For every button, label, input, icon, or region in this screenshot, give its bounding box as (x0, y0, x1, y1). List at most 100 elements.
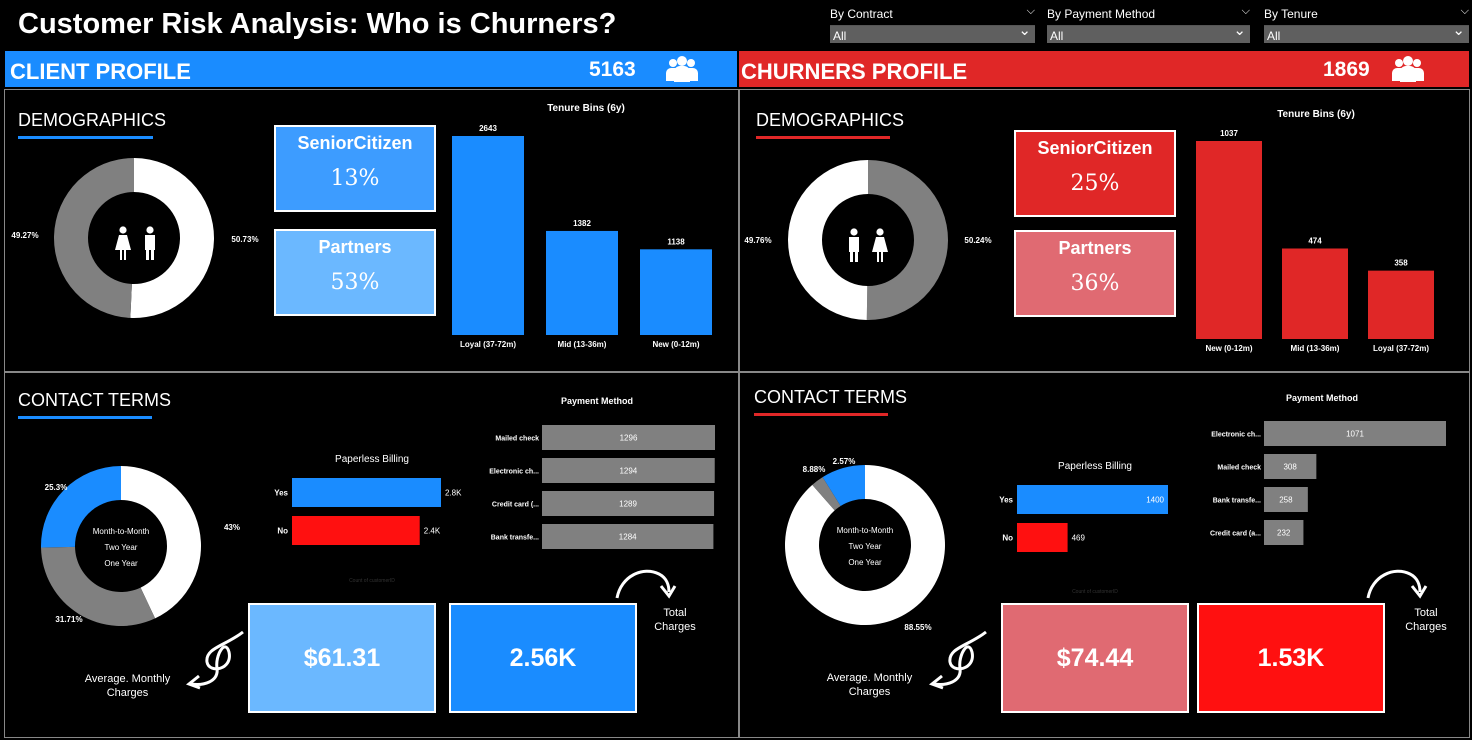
section-underline (18, 416, 152, 419)
avg-monthly-note: Average. Monthly Charges (84, 673, 171, 699)
client-gender-donut: 50.73% 49.27% (11, 158, 259, 318)
slicer-divider (1047, 25, 1250, 26)
data-label: 1071 (1346, 430, 1364, 439)
client-avg-monthly-card: $61.31 (248, 603, 436, 713)
section-underline (18, 136, 153, 139)
tenure-bar (1368, 270, 1434, 339)
male-icon (145, 235, 155, 260)
data-label: No (1002, 534, 1013, 543)
curved-arrow-icon (615, 569, 677, 599)
contract-legend: Month-to-Month (837, 526, 893, 535)
data-label: Electronic ch... (1211, 432, 1261, 439)
payment-bar (1264, 421, 1446, 446)
female-icon (115, 235, 131, 260)
tenure-bar (1282, 248, 1348, 339)
data-label: Loyal (37-72m) (1373, 344, 1429, 353)
tenure-bar (1196, 141, 1262, 339)
data-label: 1284 (619, 533, 637, 542)
senior-label: SeniorCitizen (1037, 138, 1153, 158)
churners-contact-title: CONTACT TERMS (754, 387, 908, 407)
data-label: 1138 (667, 237, 685, 246)
donut-slice (812, 477, 841, 511)
data-label: 31.71% (55, 615, 82, 624)
total-charges-value: 1.53K (1257, 643, 1325, 672)
client-total-charges-card: 2.56K (449, 603, 637, 713)
payment-slicer-value: All (1050, 29, 1064, 43)
churners-senior-card: SeniorCitizen 25% (1014, 130, 1176, 217)
tenure-slicer-dropdown[interactable]: All ⌄ (1264, 22, 1469, 43)
paperless-bar (1017, 523, 1068, 552)
donut-slice (130, 158, 214, 318)
donut-slice (866, 160, 949, 320)
contract-legend: Two Year (105, 543, 138, 552)
payment-slicer-dropdown[interactable]: All ⌄ (1047, 22, 1250, 43)
data-label: New (0-12m) (1205, 344, 1252, 353)
data-label: 1400 (1146, 496, 1164, 505)
contract-legend: One Year (848, 558, 882, 567)
payment-bar (542, 458, 715, 483)
contract-legend: Month-to-Month (93, 527, 149, 536)
avg-monthly-note: Average. Monthly Charges (826, 672, 913, 698)
chevron-down-icon: ⌄ (1233, 22, 1246, 39)
churners-count: 1869 (1323, 58, 1370, 81)
churners-contact-panel (739, 372, 1470, 738)
paperless-bar (292, 516, 420, 545)
contract-slicer[interactable]: By Contract ⌵ All ⌄ (830, 5, 1035, 43)
churners-total-charges-card: 1.53K (1197, 603, 1385, 713)
data-label: 50.73% (231, 235, 258, 244)
tenure-slicer[interactable]: By Tenure ⌵ All ⌄ (1264, 5, 1469, 43)
data-label: 1296 (620, 434, 638, 443)
payment-slicer[interactable]: By Payment Method ⌵ All ⌄ (1047, 5, 1250, 43)
data-label: 50.24% (964, 236, 991, 245)
paperless-bar (1017, 485, 1168, 514)
chevron-down-icon: ⌄ (1018, 22, 1031, 39)
payment-bar (542, 425, 715, 450)
churners-tenure-chart: Tenure Bins (6y) 1037 New (0-12m) 474 Mid (1… (1196, 109, 1434, 353)
donut-slice (788, 160, 868, 320)
client-demographics-panel (4, 89, 739, 372)
data-label: 1037 (1220, 129, 1238, 138)
total-charges-value: 2.56K (509, 643, 577, 672)
avg-monthly-value: $61.31 (303, 643, 381, 672)
client-contact-title: CONTACT TERMS (18, 390, 172, 410)
churners-partners-card: Partners 36% (1014, 230, 1176, 317)
curved-arrow-icon (1366, 569, 1428, 599)
data-label: Bank transfe... (1213, 498, 1261, 505)
slicer-divider (830, 25, 1035, 26)
donut-slice (53, 158, 134, 318)
data-label: 2.4K (424, 527, 441, 536)
contract-legend: One Year (104, 559, 138, 568)
client-contact-panel (4, 372, 739, 738)
client-paperless-chart: Paperless Billing Yes 2.8K No 2.4K Count of c… (274, 454, 462, 584)
data-label: 25.3% (45, 483, 68, 492)
people-icon (666, 56, 698, 82)
data-label: Credit card (a... (1210, 531, 1261, 538)
chevron-down-icon: ⌵ (1241, 5, 1250, 17)
senior-value: 25% (1070, 171, 1120, 196)
person-icon (876, 228, 884, 236)
contract-slicer-dropdown[interactable]: All ⌄ (830, 22, 1035, 43)
person-icon (146, 226, 154, 234)
female-icon (872, 237, 888, 262)
total-charges-note: Total Charges (654, 607, 696, 633)
data-label: 88.55% (904, 623, 931, 632)
tenure-bar (452, 136, 524, 335)
person-icon (119, 226, 127, 234)
payment-bar (1264, 454, 1317, 479)
slicer-divider (1264, 25, 1469, 26)
data-label: 49.27% (11, 231, 38, 240)
data-label: Mailed check (1217, 465, 1261, 472)
data-label: 358 (1394, 259, 1408, 268)
client-contract-donut: Month-to-Month Two Year One Year 43% 31.71% 2… (41, 466, 240, 626)
client-tenure-chart: Tenure Bins (6y) 2643 Loyal (37-72m) 1382 Mi… (452, 103, 712, 349)
churners-paperless-chart: Paperless Billing Yes 1400 No 469 Count of cu… (999, 461, 1168, 595)
data-label: 474 (1308, 236, 1322, 245)
tenure-bar (546, 230, 618, 335)
data-label: 1382 (573, 219, 591, 228)
client-profile-header: CLIENT PROFILE 5163 (5, 51, 737, 87)
section-underline (754, 413, 888, 416)
data-label: Yes (999, 496, 1013, 505)
data-label: No (277, 527, 288, 536)
person-icon (850, 228, 858, 236)
churners-avg-monthly-card: $74.44 (1001, 603, 1189, 713)
